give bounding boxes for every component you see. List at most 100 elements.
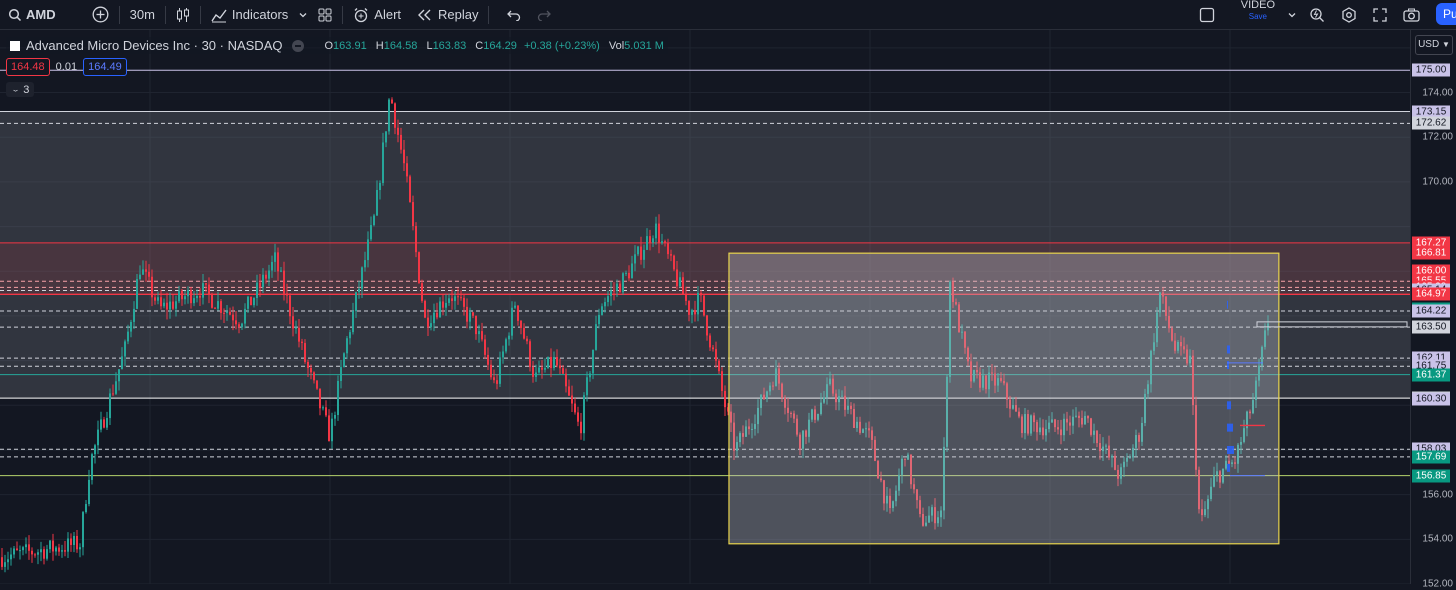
undo-button[interactable] [499, 0, 529, 29]
candle-body [145, 269, 147, 272]
plus-circle-icon [92, 6, 109, 23]
candle-body [10, 554, 12, 560]
video-save-button[interactable]: VIDEO Save [1233, 0, 1283, 29]
price-tag[interactable]: 161.37 [1412, 368, 1450, 382]
price-chart[interactable] [0, 30, 1410, 584]
candle-body [577, 412, 579, 422]
candle-body [16, 548, 18, 551]
candle-body [1186, 349, 1188, 364]
volume-profile-bar [1227, 445, 1234, 454]
interval-button[interactable]: 30m [122, 0, 163, 29]
candle-body [523, 327, 525, 339]
price-tag[interactable]: 164.22 [1412, 304, 1450, 318]
candle-body [925, 522, 927, 526]
chart-type-button[interactable] [168, 0, 198, 29]
bid-price[interactable]: 164.48 [6, 58, 50, 76]
indicators-button[interactable]: Indicators [203, 0, 296, 29]
candle-body [655, 223, 657, 239]
price-tag[interactable]: 163.50 [1412, 320, 1450, 334]
candle-body [535, 372, 537, 377]
series-legend[interactable]: Advanced Micro Devices Inc · 30 · NASDAQ… [6, 37, 668, 54]
snapshot-button[interactable] [1395, 0, 1428, 29]
ask-price[interactable]: 164.49 [83, 58, 127, 76]
volume-label: Vol [608, 39, 625, 52]
hide-series-icon[interactable] [292, 39, 305, 52]
candle-body [703, 295, 705, 316]
price-tag[interactable]: 167.27 [1412, 236, 1450, 250]
price-tag[interactable]: 156.85 [1412, 469, 1450, 483]
layouts-button[interactable] [310, 0, 340, 29]
candle-body [871, 430, 873, 440]
video-dropdown[interactable] [1283, 0, 1301, 29]
symbol-search-button[interactable]: AMD [0, 0, 64, 29]
candle-body [241, 323, 243, 328]
price-tag[interactable]: 166.00 [1412, 264, 1450, 278]
candle-body [181, 290, 183, 300]
candle-body [1180, 341, 1182, 347]
candle-body [190, 289, 192, 304]
price-tag[interactable]: 175.00 [1412, 63, 1450, 77]
candle-body [268, 270, 270, 279]
candle-body [664, 241, 666, 244]
candle-body [805, 430, 807, 437]
fullscreen-button[interactable] [1365, 0, 1395, 29]
fullscreen-layout-button[interactable] [1191, 0, 1223, 29]
candle-body [979, 372, 981, 388]
candle-body [649, 236, 651, 243]
candle-body [448, 298, 450, 303]
candle-body [904, 458, 906, 460]
spread-value: 0.01 [55, 61, 78, 73]
chart-pane[interactable] [0, 30, 1410, 584]
candle-body [643, 249, 645, 260]
candle-body [265, 274, 267, 279]
price-tag[interactable]: 166.81 [1412, 246, 1450, 260]
candle-body [1225, 460, 1227, 469]
candle-body [1069, 422, 1071, 426]
candle-body [1030, 415, 1032, 434]
price-tag[interactable]: 157.69 [1412, 450, 1450, 464]
price-tag[interactable]: 173.15 [1412, 105, 1450, 119]
publish-button[interactable]: Pu [1436, 3, 1456, 25]
replay-button[interactable]: Replay [409, 0, 486, 29]
candle-body [835, 393, 837, 403]
templates-dropdown[interactable] [296, 0, 310, 29]
price-tag[interactable]: 164.97 [1412, 287, 1450, 301]
candle-body [298, 327, 300, 342]
candle-body [1063, 418, 1065, 436]
currency-selector[interactable]: USD ▼ [1415, 35, 1453, 55]
settings-button[interactable] [1333, 0, 1365, 29]
indicators-collapse-button[interactable]: ⌄ 3 [6, 82, 35, 97]
candle-body [772, 385, 774, 387]
candle-body [409, 176, 411, 203]
candle-body [715, 349, 717, 361]
candle-body [745, 426, 747, 437]
compare-button[interactable] [84, 0, 117, 29]
candle-body [238, 324, 240, 328]
redo-button[interactable] [529, 0, 559, 29]
candle-body [1168, 315, 1170, 329]
candle-body [1231, 462, 1233, 464]
candle-body [931, 507, 933, 516]
candle-body [253, 298, 255, 306]
price-tag[interactable]: 172.62 [1412, 116, 1450, 130]
candle-body [793, 413, 795, 419]
candle-body [850, 405, 852, 409]
axis-tick-label: 154.00 [1422, 533, 1453, 545]
quick-search-button[interactable] [1301, 0, 1333, 29]
candle-body [640, 246, 642, 260]
candle-body [913, 484, 915, 490]
candle-body [1042, 427, 1044, 436]
candle-body [415, 226, 417, 253]
candle-body [334, 415, 336, 419]
candle-body [976, 370, 978, 373]
candle-body [187, 289, 189, 297]
candle-body [340, 367, 342, 381]
price-tag[interactable]: 160.30 [1412, 392, 1450, 406]
candle-body [61, 550, 63, 552]
candle-body [202, 283, 204, 298]
candle-body [1099, 443, 1101, 452]
price-axis[interactable]: 176.00174.00172.00170.00156.00154.00152.… [1410, 30, 1456, 590]
alert-button[interactable]: Alert [345, 0, 409, 29]
candle-body [763, 394, 765, 400]
candle-body [199, 295, 201, 298]
